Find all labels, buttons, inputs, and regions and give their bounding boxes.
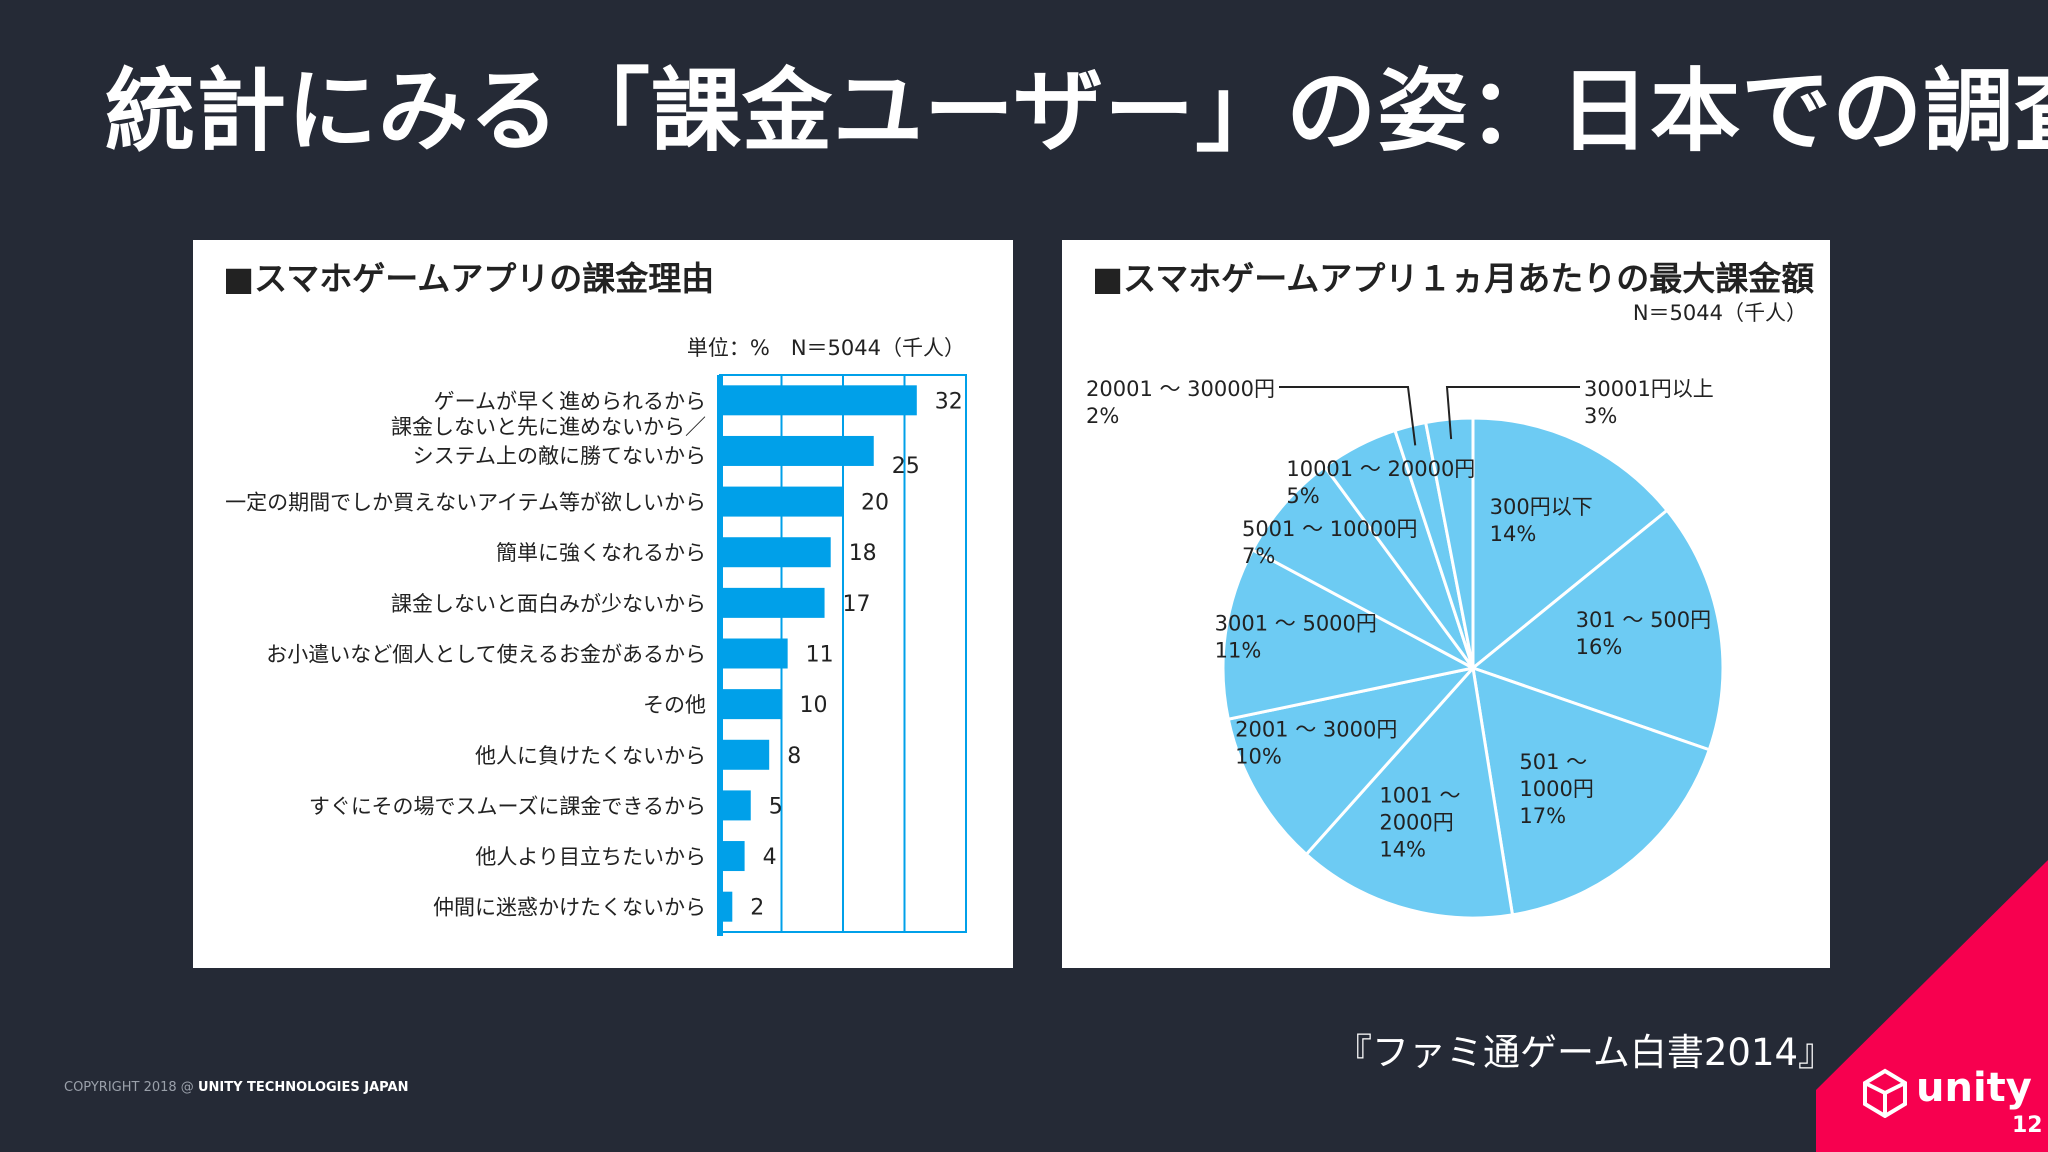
page-number: 12 (2012, 1113, 2043, 1138)
slice-label: 3% (1584, 404, 1617, 428)
category-label: 一定の期間でしか買えないアイテム等が欲しいから (225, 491, 706, 515)
bar-chart-note: 単位：% N＝5044（千人） (687, 336, 965, 360)
slice-label: 20001 ～ 30000円 (1086, 377, 1275, 401)
category-label: すぐにその場でスムーズに課金できるから (309, 794, 706, 818)
slice-label: 30001円以上 (1584, 377, 1714, 401)
pie-chart-title: ■スマホゲームアプリ１ヵ月あたりの最大課金額 (1092, 259, 1815, 298)
slice-label: 301 ～ 500円 (1576, 608, 1712, 632)
slice-label: 14% (1379, 838, 1426, 862)
bar (720, 385, 917, 416)
category-label: 課金しないと先に進めないから／ (391, 415, 706, 439)
category-label: 他人より目立ちたいから (475, 845, 706, 869)
bar-value-label: 10 (800, 693, 828, 718)
pie-slice (1471, 665, 1712, 917)
slice-label: 14% (1490, 522, 1537, 546)
bar (720, 790, 751, 821)
pie-slice (1250, 464, 1475, 670)
source-citation: 『ファミ通ゲーム白書2014』 (1335, 1031, 1836, 1074)
bar (720, 891, 733, 922)
max-spend-pie-chart: N＝5044（千人） 300円以下 14% 301 ～ 500円 16% 501 ～ 100… (1086, 301, 1807, 920)
pie-slice (1469, 508, 1725, 752)
bar-value-label: 17 (843, 592, 871, 617)
bar-value-label: 32 (935, 389, 963, 414)
slice-label: 5001 ～ 10000円 (1242, 517, 1418, 541)
reasons-bar-chart-panel: ■スマホゲームアプリの課金理由 単位：% N＝5044（千人） 32 ゲームが早く進… (193, 240, 1013, 968)
bar-value-label: 2 (750, 896, 764, 921)
bar-value-label: 25 (892, 454, 920, 479)
slice-label: 10001 ～ 20000円 (1286, 457, 1475, 481)
max-spend-pie-chart-panel: ■スマホゲームアプリ１ヵ月あたりの最大課金額 N＝5044（千人） 300円以下 1… (1062, 240, 1830, 968)
category-label: 簡単に強くなれるから (496, 541, 706, 565)
slice-label: 501 ～ (1519, 750, 1587, 774)
category-label: その他 (643, 693, 706, 717)
bar-value-label: 8 (787, 744, 801, 769)
pie-slice (1304, 664, 1515, 920)
slice-label: 300円以下 (1490, 495, 1593, 519)
bar (720, 638, 788, 669)
bar (720, 841, 745, 872)
bar (720, 435, 874, 466)
pie-slice (1221, 547, 1478, 721)
category-label: 仲間に迷惑かけたくないから (433, 896, 706, 920)
category-label: 他人に負けたくないから (475, 744, 706, 768)
slice-label: 16% (1576, 635, 1623, 659)
bar-chart-title: ■スマホゲームアプリの課金理由 (223, 259, 715, 298)
copyright-company: UNITY TECHNOLOGIES JAPAN (197, 1080, 409, 1095)
slice-label: 3001 ～ 5000円 (1215, 612, 1377, 636)
bar (720, 486, 843, 517)
pie-slice (1471, 416, 1670, 672)
category-label: お小遣いなど個人として使えるお金があるから (266, 643, 706, 667)
slice-label: 17% (1519, 804, 1566, 828)
slice-label: 1001 ～ (1379, 784, 1460, 808)
bar-value-label: 4 (763, 845, 777, 870)
bar (720, 689, 782, 720)
copyright-prefix: COPYRIGHT 2018 @ (64, 1080, 198, 1095)
slide-title: 統計にみる「課金ユーザー」の姿：日本での調査 (105, 59, 2048, 164)
slice-label: 5% (1286, 484, 1319, 508)
slice-label: 2000円 (1379, 811, 1453, 835)
copyright-notice: COPYRIGHT 2018 @ UNITY TECHNOLOGIES JAPA… (64, 1080, 408, 1095)
callout-line (1445, 386, 1580, 440)
pie-slice (1226, 665, 1478, 857)
unity-logo-icon (1863, 1068, 1907, 1118)
slice-label: 2001 ～ 3000円 (1235, 718, 1397, 742)
slice-label: 11% (1215, 639, 1262, 663)
bar-value-label: 11 (806, 643, 834, 668)
category-label: 課金しないと面白みが少ないから (391, 592, 706, 616)
bar-value-label: 20 (861, 491, 889, 516)
callout-line (1279, 386, 1417, 446)
slice-label: 2% (1086, 404, 1119, 428)
slice-label: 1000円 (1519, 777, 1593, 801)
category-label: ゲームが早く進められるから (434, 389, 706, 413)
bar (720, 587, 825, 618)
bar-value-label: 18 (849, 541, 877, 566)
reasons-bar-chart: 単位：% N＝5044（千人）32ゲームが早く進められるから25課金しないと先に… (225, 336, 967, 936)
category-label: システム上の敵に勝てないから (413, 444, 706, 468)
slice-label: 10% (1235, 745, 1282, 769)
bar-value-label: 5 (769, 794, 783, 819)
bar (720, 537, 831, 568)
pie-chart-note: N＝5044（千人） (1633, 301, 1807, 325)
slice-label: 7% (1242, 544, 1275, 568)
bar (720, 739, 770, 770)
unity-logo-text: unity (1916, 1065, 2032, 1111)
